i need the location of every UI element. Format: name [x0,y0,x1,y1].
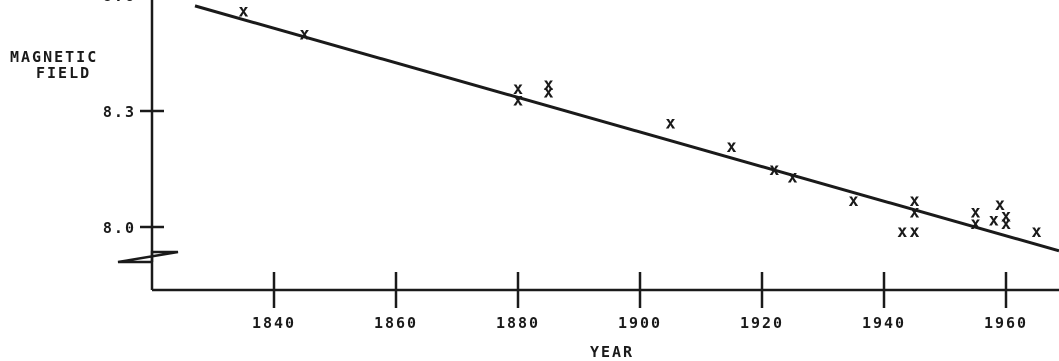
data-point: x [909,203,919,223]
y-tick-label: 8.3 [103,103,136,121]
y-axis-label-line-1: MAGNETIC [10,48,98,66]
data-point: x [543,75,553,95]
data-point: x [299,25,309,45]
data-point: x [970,203,980,223]
fit-line [194,4,1059,253]
data-point: x [543,83,553,103]
data-point: x [1031,222,1041,242]
data-point: x [848,191,858,211]
y-axis-label-line-2: FIELD [36,64,91,82]
fit-line-group [194,4,1059,253]
data-point: x [238,1,248,21]
x-tick-label: 1960 [984,314,1028,332]
data-point: x [995,195,1005,215]
data-point: x [513,79,523,99]
data-point: x [897,222,907,242]
axis-ticks: 8.0 8.3 8.6 1840 1860 1880 1900 1920 1940 1960 [103,0,1028,332]
data-point: x [787,168,797,188]
data-point: x [665,114,675,134]
data-point: x [989,210,999,230]
y-tick-label: 8.0 [103,219,136,237]
x-tick-label: 1840 [252,314,296,332]
data-point: x [909,222,919,242]
x-tick-label: 1900 [618,314,662,332]
data-point: x [1001,214,1011,234]
data-point: x [970,214,980,234]
data-point: x [726,137,736,157]
data-point: x [909,191,919,211]
x-tick-label: 1940 [862,314,906,332]
y-tick-label: 8.6 [103,0,136,5]
x-tick-label: 1920 [740,314,784,332]
data-point: x [513,90,523,110]
x-tick-label: 1880 [496,314,540,332]
x-axis-label: YEAR [590,343,634,361]
data-point: x [769,160,779,180]
data-point: x [1001,206,1011,226]
x-tick-label: 1860 [374,314,418,332]
y-axis-break [117,250,179,290]
